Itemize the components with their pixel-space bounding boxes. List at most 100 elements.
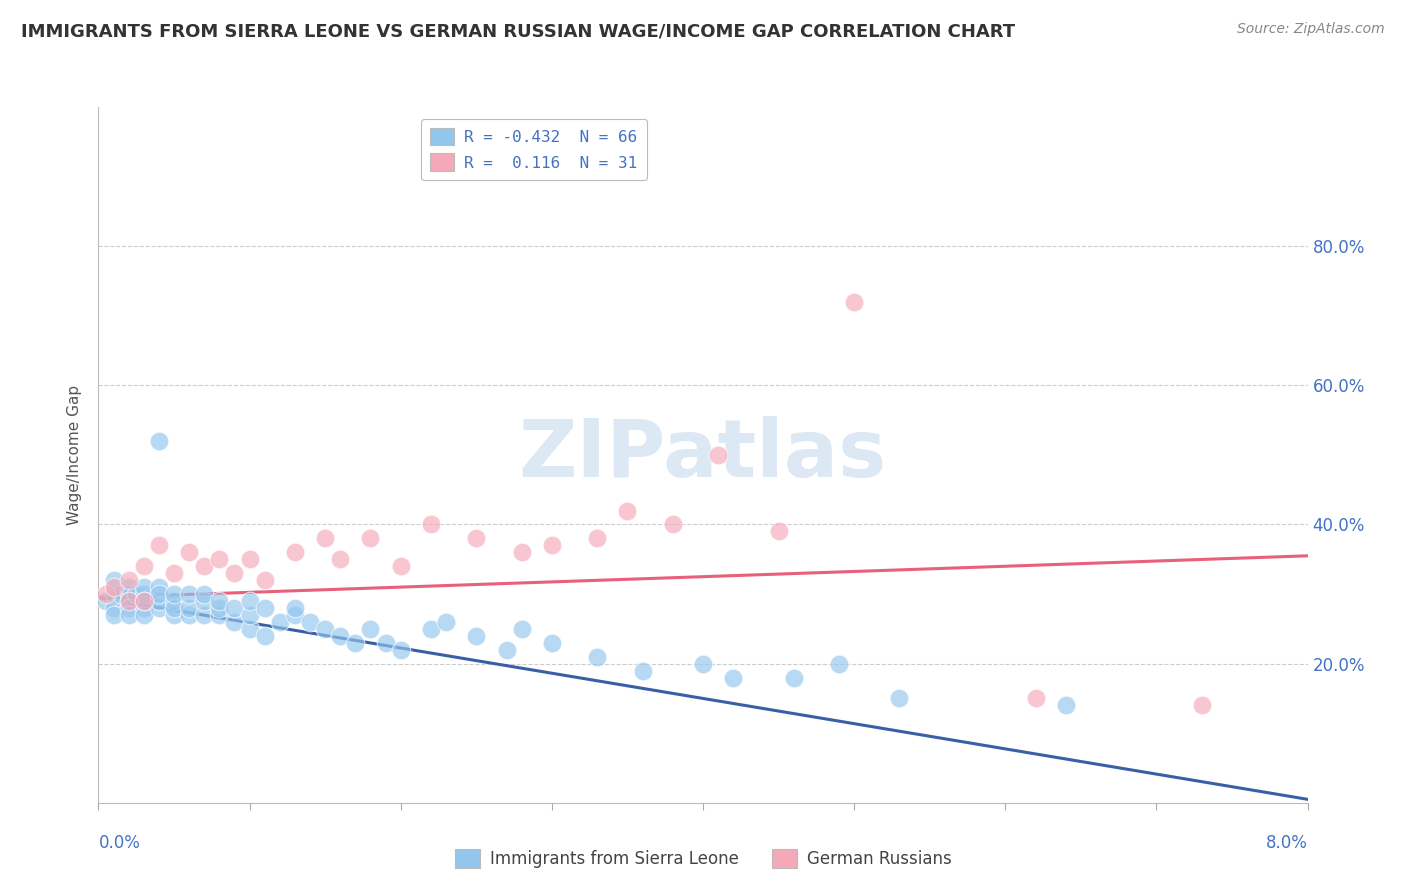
Point [239,607,262,622]
Point [163,594,186,608]
Text: 0.0%: 0.0% [98,834,141,852]
Point [118,594,141,608]
Point [103,580,125,594]
Point [193,594,215,608]
Point [541,636,564,650]
Point [103,601,125,615]
Point [118,573,141,587]
Point [420,517,443,532]
Point [1025,691,1047,706]
Point [148,580,170,594]
Point [125,587,148,601]
Point [434,615,457,629]
Point [224,615,246,629]
Point [118,601,141,615]
Point [586,649,609,664]
Legend: R = -0.432  N = 66, R =  0.116  N = 31: R = -0.432 N = 66, R = 0.116 N = 31 [420,119,647,180]
Point [148,587,170,601]
Point [163,601,186,615]
Point [692,657,714,671]
Text: 8.0%: 8.0% [1265,834,1308,852]
Point [132,594,155,608]
Point [239,552,262,566]
Point [118,607,141,622]
Point [148,594,170,608]
Point [110,587,132,601]
Point [118,587,141,601]
Point [329,629,352,643]
Text: Source: ZipAtlas.com: Source: ZipAtlas.com [1237,22,1385,37]
Point [148,538,170,552]
Point [193,587,215,601]
Point [179,587,201,601]
Point [239,594,262,608]
Point [360,532,382,546]
Point [253,601,276,615]
Point [132,580,155,594]
Point [586,532,609,546]
Point [179,607,201,622]
Point [284,545,307,559]
Point [389,559,412,574]
Point [707,448,730,462]
Text: IMMIGRANTS FROM SIERRA LEONE VS GERMAN RUSSIAN WAGE/INCOME GAP CORRELATION CHART: IMMIGRANTS FROM SIERRA LEONE VS GERMAN R… [21,22,1015,40]
Point [465,629,488,643]
Point [103,607,125,622]
Point [360,622,382,636]
Point [118,580,141,594]
Point [828,657,851,671]
Point [284,607,307,622]
Point [103,573,125,587]
Point [344,636,367,650]
Point [299,615,322,629]
Point [179,601,201,615]
Point [148,434,170,448]
Point [179,545,201,559]
Point [94,587,117,601]
Point [132,594,155,608]
Point [132,607,155,622]
Point [103,587,125,601]
Point [329,552,352,566]
Y-axis label: Wage/Income Gap: Wage/Income Gap [67,384,83,525]
Point [783,671,806,685]
Point [163,587,186,601]
Point [239,622,262,636]
Point [253,573,276,587]
Point [768,524,790,539]
Point [420,622,443,636]
Point [208,607,231,622]
Point [132,601,155,615]
Point [193,607,215,622]
Point [148,601,170,615]
Point [465,532,488,546]
Point [224,601,246,615]
Point [269,615,291,629]
Point [723,671,745,685]
Point [94,594,117,608]
Point [208,601,231,615]
Point [118,594,141,608]
Point [510,622,533,636]
Legend: Immigrants from Sierra Leone, German Russians: Immigrants from Sierra Leone, German Rus… [449,843,957,875]
Point [284,601,307,615]
Point [389,642,412,657]
Point [662,517,685,532]
Point [844,294,866,309]
Point [208,594,231,608]
Point [1054,698,1077,713]
Point [889,691,911,706]
Point [193,559,215,574]
Point [510,545,533,559]
Point [631,664,654,678]
Point [253,629,276,643]
Point [374,636,396,650]
Point [208,552,231,566]
Text: ZIPatlas: ZIPatlas [519,416,887,494]
Point [224,566,246,581]
Point [495,642,517,657]
Point [541,538,564,552]
Point [1191,698,1213,713]
Point [163,607,186,622]
Point [132,587,155,601]
